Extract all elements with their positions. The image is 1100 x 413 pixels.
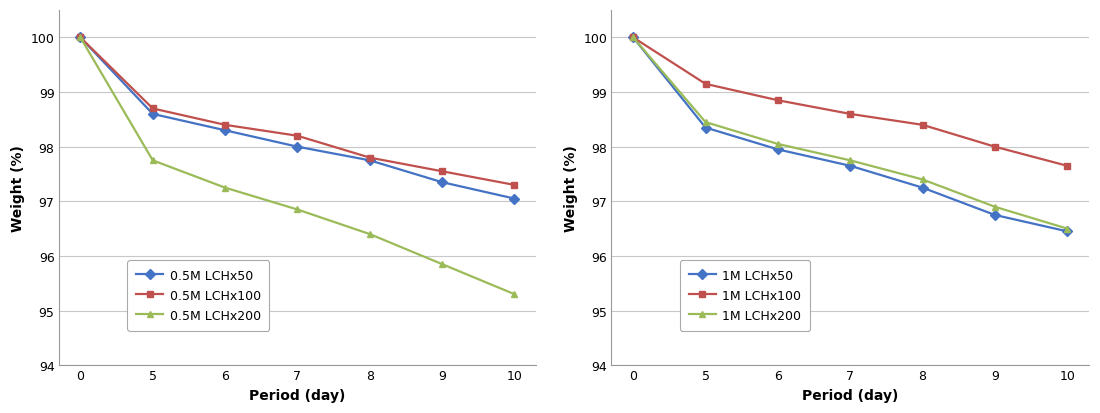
1M LCHx100 (698, 82, 712, 87)
X-axis label: Period (day): Period (day) (250, 388, 345, 402)
1M LCHx50 (844, 164, 857, 169)
0.5M LCHx100 (219, 123, 232, 128)
0.5M LCHx100 (146, 107, 160, 112)
1M LCHx200 (627, 36, 640, 41)
0.5M LCHx100 (436, 169, 449, 174)
X-axis label: Period (day): Period (day) (802, 388, 899, 402)
Line: 0.5M LCHx200: 0.5M LCHx200 (77, 35, 518, 298)
1M LCHx100 (844, 112, 857, 117)
0.5M LCHx100 (290, 134, 304, 139)
Legend: 0.5M LCHx50, 0.5M LCHx100, 0.5M LCHx200: 0.5M LCHx50, 0.5M LCHx100, 0.5M LCHx200 (126, 261, 270, 331)
1M LCHx50 (771, 147, 784, 152)
0.5M LCHx50 (290, 145, 304, 150)
0.5M LCHx100 (74, 36, 87, 41)
1M LCHx50 (988, 213, 1001, 218)
0.5M LCHx50 (219, 128, 232, 133)
0.5M LCHx200 (219, 186, 232, 191)
0.5M LCHx200 (508, 292, 521, 297)
Line: 0.5M LCHx100: 0.5M LCHx100 (77, 35, 518, 189)
1M LCHx200 (698, 120, 712, 125)
1M LCHx200 (771, 142, 784, 147)
1M LCHx100 (916, 123, 930, 128)
Line: 0.5M LCHx50: 0.5M LCHx50 (77, 35, 518, 202)
Legend: 1M LCHx50, 1M LCHx100, 1M LCHx200: 1M LCHx50, 1M LCHx100, 1M LCHx200 (680, 261, 810, 331)
0.5M LCHx100 (363, 156, 376, 161)
1M LCHx100 (771, 99, 784, 104)
0.5M LCHx200 (74, 36, 87, 41)
0.5M LCHx50 (363, 159, 376, 164)
0.5M LCHx50 (436, 180, 449, 185)
0.5M LCHx200 (436, 262, 449, 267)
Line: 1M LCHx100: 1M LCHx100 (629, 35, 1070, 170)
Y-axis label: Weight (%): Weight (%) (11, 145, 25, 232)
1M LCHx200 (916, 178, 930, 183)
0.5M LCHx50 (146, 112, 160, 117)
1M LCHx50 (627, 36, 640, 41)
Line: 1M LCHx200: 1M LCHx200 (629, 35, 1070, 233)
0.5M LCHx200 (290, 207, 304, 212)
1M LCHx50 (916, 186, 930, 191)
0.5M LCHx200 (363, 232, 376, 237)
1M LCHx50 (1060, 229, 1074, 234)
0.5M LCHx50 (508, 197, 521, 202)
1M LCHx200 (1060, 227, 1074, 232)
0.5M LCHx100 (508, 183, 521, 188)
1M LCHx200 (844, 159, 857, 164)
0.5M LCHx200 (146, 159, 160, 164)
0.5M LCHx50 (74, 36, 87, 41)
1M LCHx200 (988, 205, 1001, 210)
Line: 1M LCHx50: 1M LCHx50 (629, 35, 1070, 235)
1M LCHx100 (1060, 164, 1074, 169)
1M LCHx100 (988, 145, 1001, 150)
1M LCHx50 (698, 126, 712, 131)
1M LCHx100 (627, 36, 640, 41)
Y-axis label: Weight (%): Weight (%) (564, 145, 578, 232)
